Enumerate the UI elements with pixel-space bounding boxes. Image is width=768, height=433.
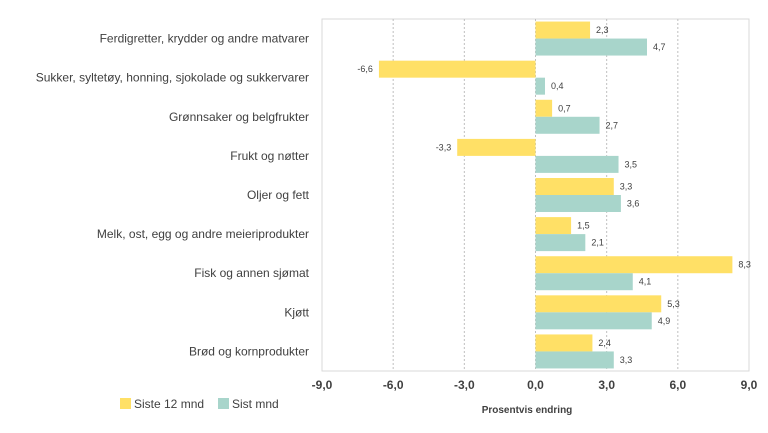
legend-label: Sist mnd [232,397,279,411]
category-labels: Ferdigretter, krydder og andre matvarer S… [36,32,310,359]
category-label: Fisk og annen sjømat [194,266,309,280]
data-label: 0,4 [551,81,564,91]
category-label: Melk, ost, egg og andre meieriprodukter [97,227,309,241]
bar-siste-12-mnd [457,138,536,156]
bar-sist-mnd [535,195,621,212]
bar-siste-12-mnd [535,21,591,39]
data-label: 3,3 [620,182,633,192]
data-label: 4,1 [639,277,652,287]
legend-label: Siste 12 mnd [134,397,204,411]
bar-sist-mnd [535,312,652,330]
x-tick-label: -9,0 [312,378,333,392]
category-label: Grønnsaker og belgfrukter [169,110,309,124]
x-tick-label: -3,0 [454,378,475,392]
bar-siste-12-mnd [535,99,553,117]
x-tick-label: 3,0 [598,378,615,392]
bar-sist-mnd [535,234,586,252]
bar-sist-mnd [535,77,545,95]
bar-siste-12-mnd [535,217,572,235]
data-label: 2,3 [596,25,609,35]
bar-sist-mnd [535,351,614,369]
bar-siste-12-mnd [535,178,614,195]
bar-siste-12-mnd [535,334,593,352]
category-label: Kjøtt [284,305,309,319]
bar-siste-12-mnd [535,256,733,274]
data-labels: 2,3 4,7 -6,6 0,4 0,7 2,7 -3,3 3,5 3,3 3,6 1,52,1 8,… [357,25,750,365]
category-label: Ferdigretter, krydder og andre matvarer [100,32,309,46]
data-label: 3,5 [625,159,638,169]
bars [378,21,733,369]
data-label: 0,7 [558,103,571,113]
data-label: -3,3 [436,142,452,152]
data-label: 5,3 [667,299,680,309]
x-tick-label: 0,0 [527,378,544,392]
data-label: -6,6 [357,64,373,74]
data-label: 4,7 [653,42,666,52]
data-label: 4,9 [658,316,671,326]
data-label: 8,3 [738,260,751,270]
data-label: 1,5 [577,221,590,231]
x-tick-labels: -9,0 -6,0 -3,0 0,0 3,0 6,0 9,0 [312,378,758,392]
x-axis-title: Prosentvis endring [482,405,573,416]
data-label: 3,6 [627,199,640,209]
category-label: Oljer og fett [247,188,310,202]
data-label: 3,3 [620,355,633,365]
bar-siste-12-mnd [378,60,536,78]
category-label: Brød og kornprodukter [189,344,309,358]
category-label: Sukker, syltetøy, honning, sjokolade og … [36,71,309,85]
bar-sist-mnd [535,273,633,291]
category-label: Frukt og nøtter [230,149,309,163]
x-tick-label: 9,0 [741,378,758,392]
bar-sist-mnd [535,116,600,134]
x-tick-label: 6,0 [669,378,686,392]
data-label: 2,7 [606,120,619,130]
legend-swatch [218,398,229,409]
x-tick-label: -6,0 [383,378,404,392]
bar-sist-mnd [535,155,619,173]
data-label: 2,4 [598,338,611,348]
legend: Siste 12 mnd Sist mnd [120,397,279,411]
bar-siste-12-mnd [535,295,662,313]
data-label: 2,1 [591,238,604,248]
bar-sist-mnd [535,38,647,56]
legend-swatch [120,398,131,409]
